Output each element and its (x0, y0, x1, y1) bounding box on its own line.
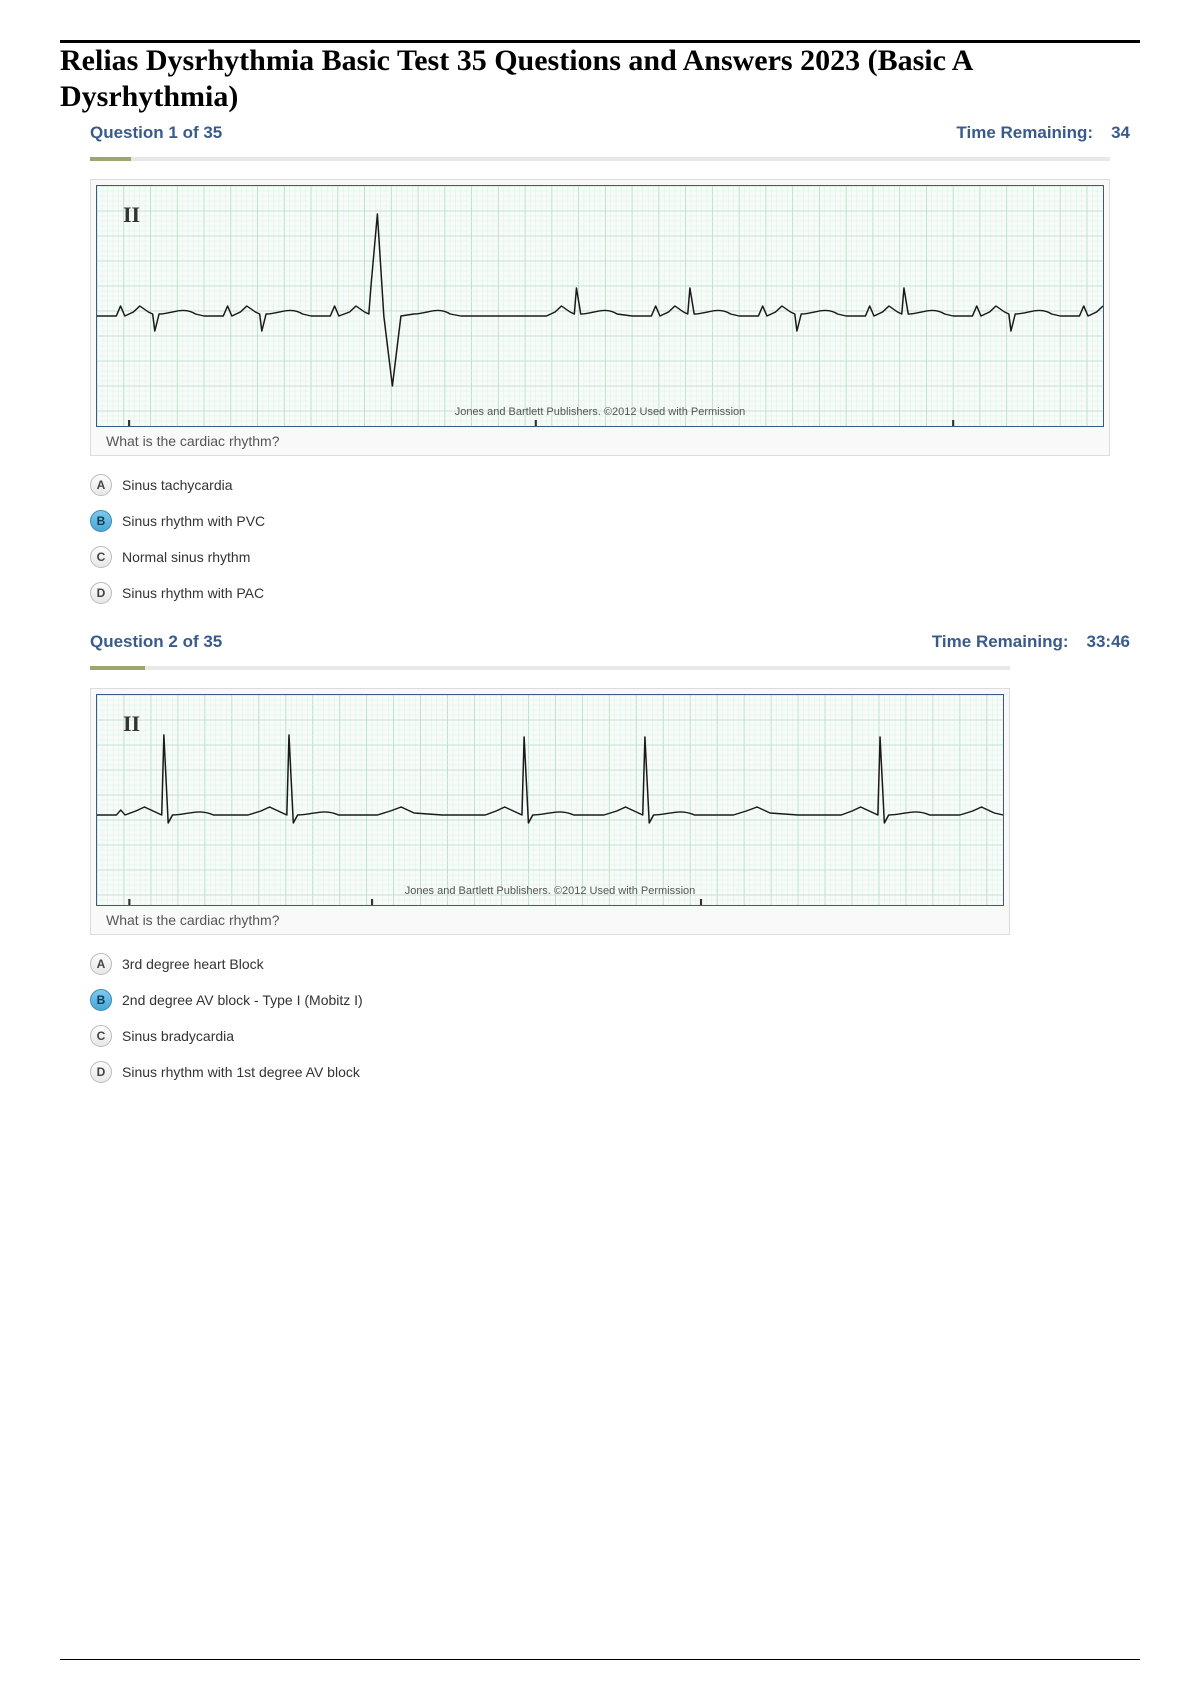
answer-option[interactable]: B 2nd degree AV block - Type I (Mobitz I) (90, 989, 1110, 1011)
option-letter-badge[interactable]: B (90, 989, 112, 1011)
q2-caption: What is the cardiac rhythm? (96, 906, 1004, 934)
option-text: Sinus rhythm with PVC (122, 513, 265, 529)
option-text: 3rd degree heart Block (122, 956, 264, 972)
q2-header: Question 2 of 35 Time Remaining: 33:46 (60, 632, 1140, 652)
option-letter-badge[interactable]: D (90, 582, 112, 604)
q2-options: A 3rd degree heart Block B 2nd degree AV bl… (90, 953, 1110, 1083)
page-title: Relias Dysrhythmia Basic Test 35 Questio… (60, 43, 1140, 115)
q1-caption: What is the cardiac rhythm? (96, 427, 1104, 455)
option-letter-badge[interactable]: A (90, 953, 112, 975)
copyright-text: Jones and Bartlett Publishers. ©2012 Use… (405, 885, 696, 897)
option-text: Normal sinus rhythm (122, 549, 250, 565)
option-text: Sinus rhythm with PAC (122, 585, 264, 601)
ecg-strip (97, 186, 1103, 426)
time-remaining-value: 34 (1111, 123, 1130, 143)
copyright-text: Jones and Bartlett Publishers. ©2012 Use… (455, 406, 746, 418)
q1-options: A Sinus tachycardia B Sinus rhythm with PVC… (90, 474, 1110, 604)
answer-option[interactable]: C Normal sinus rhythm (90, 546, 1110, 568)
answer-option[interactable]: B Sinus rhythm with PVC (90, 510, 1110, 532)
bottom-rule (60, 1659, 1140, 1660)
time-remaining-label: Time Remaining: (956, 123, 1093, 143)
q1-number: Question 1 of 35 (90, 123, 222, 143)
q1-progress (90, 157, 1110, 161)
option-letter-badge[interactable]: C (90, 1025, 112, 1047)
option-letter-badge[interactable]: C (90, 546, 112, 568)
q1-ecg-panel: II Jones and Bartlett Publishers. ©2012 … (90, 179, 1110, 456)
option-letter-badge[interactable]: D (90, 1061, 112, 1083)
answer-option[interactable]: D Sinus rhythm with 1st degree AV block (90, 1061, 1110, 1083)
q2-ecg-panel: II Jones and Bartlett Publishers. ©2012 … (90, 688, 1010, 935)
option-letter-badge[interactable]: A (90, 474, 112, 496)
ecg-strip (97, 695, 1003, 905)
option-letter-badge[interactable]: B (90, 510, 112, 532)
answer-option[interactable]: A 3rd degree heart Block (90, 953, 1110, 975)
q2-number: Question 2 of 35 (90, 632, 222, 652)
q1-header: Question 1 of 35 Time Remaining: 34 (60, 123, 1140, 143)
answer-option[interactable]: D Sinus rhythm with PAC (90, 582, 1110, 604)
option-text: Sinus tachycardia (122, 477, 233, 493)
option-text: 2nd degree AV block - Type I (Mobitz I) (122, 992, 363, 1008)
option-text: Sinus bradycardia (122, 1028, 234, 1044)
answer-option[interactable]: C Sinus bradycardia (90, 1025, 1110, 1047)
time-remaining-value: 33:46 (1087, 632, 1130, 652)
lead-label: II (123, 711, 140, 737)
option-text: Sinus rhythm with 1st degree AV block (122, 1064, 360, 1080)
q2-progress (90, 666, 1010, 670)
answer-option[interactable]: A Sinus tachycardia (90, 474, 1110, 496)
time-remaining-label: Time Remaining: (932, 632, 1069, 652)
lead-label: II (123, 202, 140, 228)
